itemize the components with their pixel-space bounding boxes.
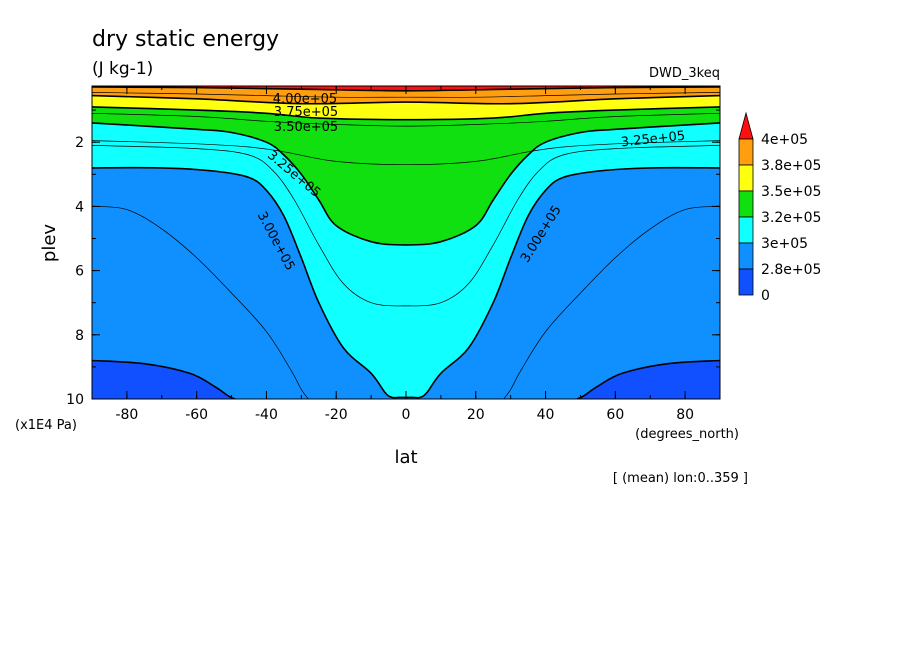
colorbar-label: 3.5e+05 — [761, 184, 821, 200]
colorbar-swatch — [738, 242, 754, 270]
x-tick-label: 0 — [402, 407, 411, 423]
contour-fills — [92, 86, 720, 399]
x-tick-label: 80 — [676, 407, 694, 423]
y-axis-units: (x1E4 Pa) — [15, 418, 77, 433]
colorbar-swatch — [738, 138, 754, 166]
thin-contour-line — [92, 140, 720, 166]
chart-units: (J kg-1) — [92, 59, 153, 79]
contour-line — [576, 359, 720, 399]
fill-band — [92, 86, 720, 104]
fill-band — [92, 86, 720, 245]
y-tick-label: 10 — [66, 392, 84, 408]
chart-title: dry static energy — [92, 27, 279, 52]
colorbar-label: 0 — [761, 288, 770, 304]
dataset-label: DWD_3keq — [649, 66, 720, 81]
footnote: [ (mean) lon:0..359 ] — [613, 471, 748, 486]
contour-line — [92, 359, 236, 399]
x-axis-label: lat — [394, 447, 417, 468]
colorbar: 4e+05 3.8e+05 3.5e+05 3.2e+05 3e+05 2.8e+05 0 — [738, 111, 821, 304]
thin-contour-line — [503, 206, 720, 399]
x-tick-label: 20 — [467, 407, 485, 423]
thin-contour-line — [92, 112, 720, 127]
x-tick-label: 40 — [537, 407, 555, 423]
thin-contour-line — [92, 145, 720, 307]
contour-label: 3.75e+05 — [274, 105, 338, 120]
x-tick-label: -40 — [255, 407, 278, 423]
x-axis-units: (degrees_north) — [635, 427, 739, 442]
x-axis: -80 -60 -40 -20 0 20 40 60 80 — [91, 86, 721, 423]
y-tick-label: 6 — [75, 264, 84, 280]
x-tick-label: -20 — [325, 407, 348, 423]
colorbar-swatch — [738, 190, 754, 218]
x-tick-label: 60 — [606, 407, 624, 423]
colorbar-label: 3.8e+05 — [761, 158, 821, 174]
x-tick-label: -80 — [115, 407, 138, 423]
thin-contour-line — [92, 92, 720, 98]
colorbar-label: 4e+05 — [761, 132, 808, 148]
colorbar-swatch — [738, 164, 754, 192]
y-axis-label: plev — [39, 224, 60, 263]
contour-line — [92, 122, 720, 246]
contour-line — [92, 94, 720, 105]
y-axis: 2 4 6 8 10 — [66, 109, 720, 408]
colorbar-swatch — [738, 216, 754, 244]
colorbar-label: 2.8e+05 — [761, 262, 821, 278]
y-tick-label: 4 — [75, 199, 84, 215]
y-tick-label: 8 — [75, 328, 84, 344]
fill-band-low — [576, 360, 720, 399]
contour-label: 3.50e+05 — [274, 120, 338, 135]
contour-line — [92, 106, 720, 121]
thin-contour-line — [92, 206, 309, 399]
y-tick-label: 2 — [75, 135, 84, 151]
fill-band-low — [92, 360, 235, 399]
colorbar-swatch — [738, 268, 754, 296]
colorbar-label: 3e+05 — [761, 236, 808, 252]
x-tick-label: -60 — [185, 407, 208, 423]
contour-label: 4.00e+05 — [273, 92, 337, 107]
contour-label: 3.25e+05 — [620, 129, 686, 151]
thin-contour-lines — [92, 92, 720, 399]
colorbar-label: 3.2e+05 — [761, 210, 821, 226]
colorbar-arrow — [738, 111, 754, 140]
